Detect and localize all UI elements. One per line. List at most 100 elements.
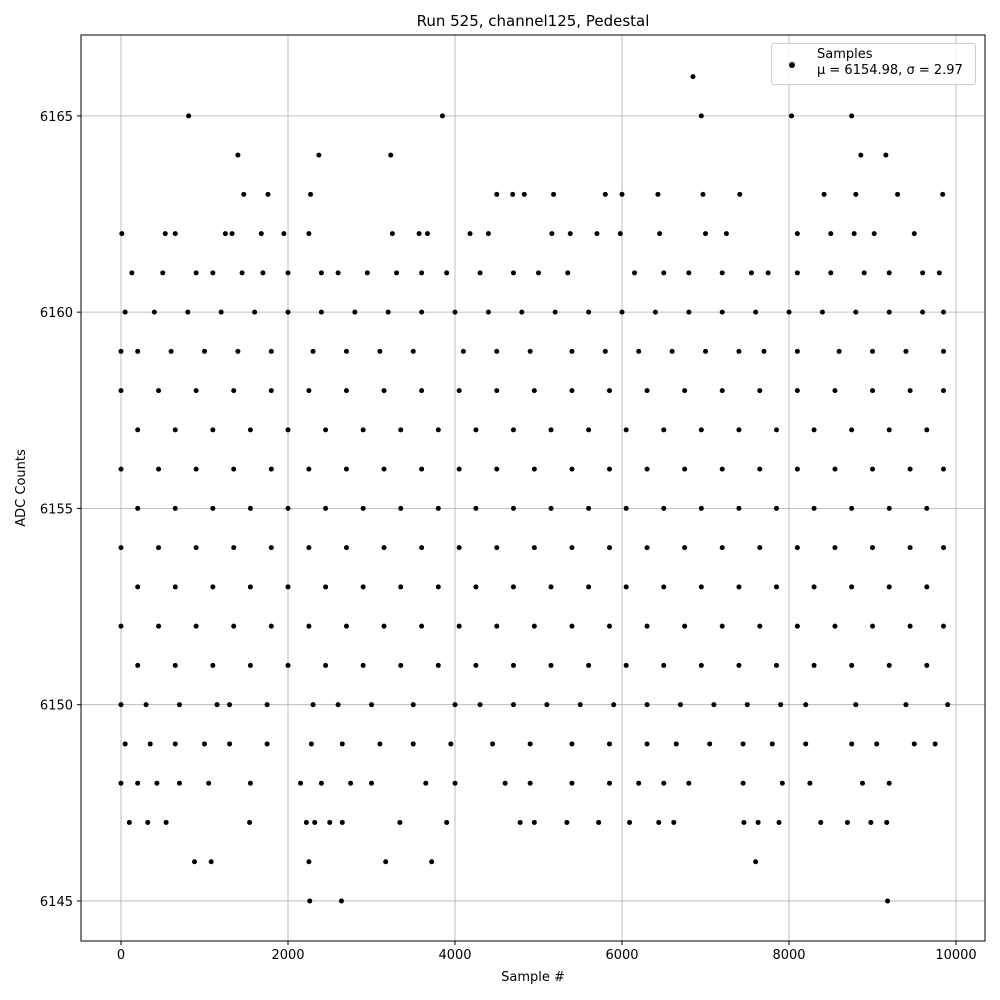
data-point <box>719 623 725 629</box>
data-point <box>494 388 500 394</box>
data-point <box>531 623 537 629</box>
data-point <box>310 348 316 354</box>
data-point <box>352 309 358 315</box>
data-point <box>753 859 759 865</box>
data-point <box>510 191 516 197</box>
data-point <box>811 584 817 590</box>
data-point <box>214 702 220 708</box>
data-point <box>531 819 537 825</box>
data-point <box>444 819 450 825</box>
data-point <box>828 231 834 237</box>
data-point <box>552 309 558 315</box>
data-point <box>740 741 746 747</box>
data-point <box>932 741 938 747</box>
data-point <box>129 270 135 276</box>
data-point <box>247 505 253 511</box>
data-point <box>698 113 704 119</box>
data-point <box>874 741 880 747</box>
grid <box>81 35 985 941</box>
data-point <box>945 702 951 708</box>
data-point <box>677 702 683 708</box>
data-point <box>911 231 917 237</box>
data-point <box>306 859 312 865</box>
data-point <box>883 152 889 158</box>
data-point <box>773 505 779 511</box>
y-tick-label: 6155 <box>40 502 73 517</box>
data-point <box>818 819 824 825</box>
data-point <box>924 505 930 511</box>
data-point <box>807 780 813 786</box>
data-point <box>907 623 913 629</box>
data-point <box>231 388 237 394</box>
data-point <box>803 702 809 708</box>
data-point <box>473 427 479 433</box>
data-point <box>435 584 441 590</box>
data-point <box>895 191 901 197</box>
data-point <box>940 191 946 197</box>
data-point <box>853 309 859 315</box>
data-point <box>473 505 479 511</box>
data-point <box>419 545 425 551</box>
data-point <box>549 231 555 237</box>
data-point <box>343 623 349 629</box>
data-point <box>644 741 650 747</box>
data-point <box>661 584 667 590</box>
data-point <box>849 662 855 668</box>
data-point <box>231 545 237 551</box>
data-point <box>907 388 913 394</box>
data-point <box>741 819 747 825</box>
data-point <box>870 466 876 472</box>
data-point <box>452 780 458 786</box>
data-point <box>920 270 926 276</box>
data-point <box>736 505 742 511</box>
data-point <box>821 191 827 197</box>
data-point <box>644 388 650 394</box>
data-point <box>527 348 533 354</box>
data-point <box>769 741 775 747</box>
data-point <box>343 388 349 394</box>
data-point <box>510 270 516 276</box>
data-point <box>323 505 329 511</box>
data-point <box>439 113 445 119</box>
data-point <box>849 427 855 433</box>
data-point <box>623 662 629 668</box>
data-point <box>118 623 124 629</box>
data-point <box>606 388 612 394</box>
data-point <box>118 702 124 708</box>
data-point <box>655 191 661 197</box>
y-tick-label: 6150 <box>40 699 73 714</box>
data-point <box>907 466 913 472</box>
data-point <box>348 780 354 786</box>
data-point <box>135 780 141 786</box>
data-point <box>122 741 128 747</box>
data-point <box>510 584 516 590</box>
data-point <box>377 741 383 747</box>
data-point <box>737 191 743 197</box>
data-point <box>698 505 704 511</box>
data-point <box>268 545 274 551</box>
data-point <box>308 741 314 747</box>
data-point <box>757 388 763 394</box>
data-point <box>126 819 132 825</box>
data-point <box>210 662 216 668</box>
data-point <box>736 584 742 590</box>
data-point <box>794 388 800 394</box>
data-point <box>779 780 785 786</box>
data-point <box>569 741 575 747</box>
data-point <box>360 662 366 668</box>
data-point <box>268 466 274 472</box>
data-point <box>657 231 663 237</box>
data-point <box>172 231 178 237</box>
data-point <box>318 780 324 786</box>
data-point <box>473 584 479 590</box>
data-point <box>870 623 876 629</box>
data-point <box>231 623 237 629</box>
data-point <box>586 662 592 668</box>
x-tick-label: 8000 <box>772 948 805 963</box>
data-point <box>924 662 930 668</box>
data-point <box>485 309 491 315</box>
data-point <box>773 427 779 433</box>
data-point <box>410 702 416 708</box>
data-point <box>327 819 333 825</box>
data-point <box>306 466 312 472</box>
